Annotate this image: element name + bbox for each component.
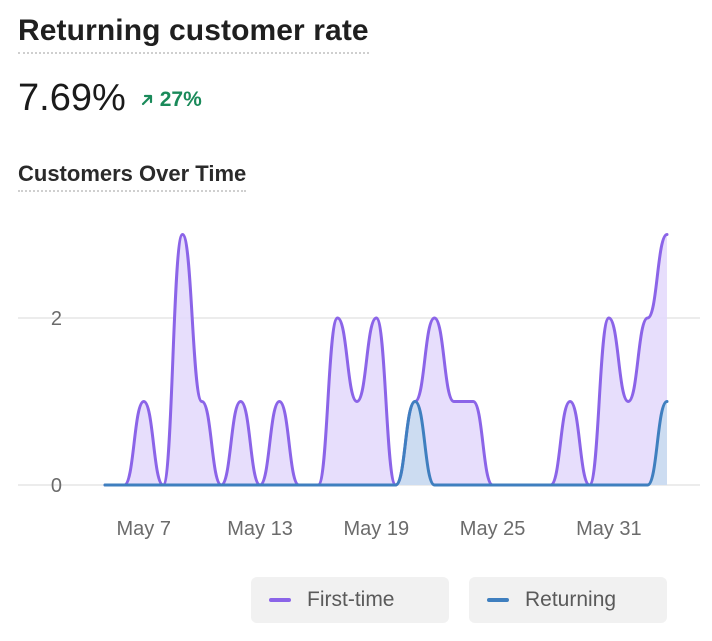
delta-badge: 27% — [140, 88, 202, 112]
y-tick-label-2: 2 — [51, 308, 62, 330]
legend-label-returning: Returning — [525, 588, 617, 611]
chart-legend: First-time Returning — [251, 577, 667, 623]
legend-swatch-returning — [487, 598, 509, 602]
metric-summary: 7.69% 27% — [18, 76, 202, 120]
delta-value: 27% — [159, 88, 202, 111]
customers-over-time-chart[interactable]: 0 2 May 7 May 13 May 19 May 25 May 31 — [0, 200, 712, 555]
legend-item-returning[interactable]: Returning — [469, 577, 667, 623]
chart-title[interactable]: Customers Over Time — [18, 160, 247, 192]
y-tick-label-0: 0 — [51, 475, 62, 497]
x-tick-label: May 7 — [117, 518, 171, 540]
legend-item-first-time[interactable]: First-time — [251, 577, 449, 623]
legend-label-first-time: First-time — [307, 588, 395, 611]
legend-swatch-first-time — [269, 598, 291, 602]
arrow-up-right-icon — [141, 94, 152, 106]
series-line-first-time — [103, 233, 669, 487]
series-area-first-time — [105, 234, 667, 485]
metric-value: 7.69% — [18, 77, 126, 119]
page-title[interactable]: Returning customer rate — [18, 12, 369, 54]
series-line-returning — [103, 400, 669, 487]
x-tick-label: May 13 — [227, 518, 293, 540]
x-tick-label: May 25 — [460, 518, 526, 540]
x-tick-label: May 19 — [344, 518, 410, 540]
x-tick-label: May 31 — [576, 518, 642, 540]
